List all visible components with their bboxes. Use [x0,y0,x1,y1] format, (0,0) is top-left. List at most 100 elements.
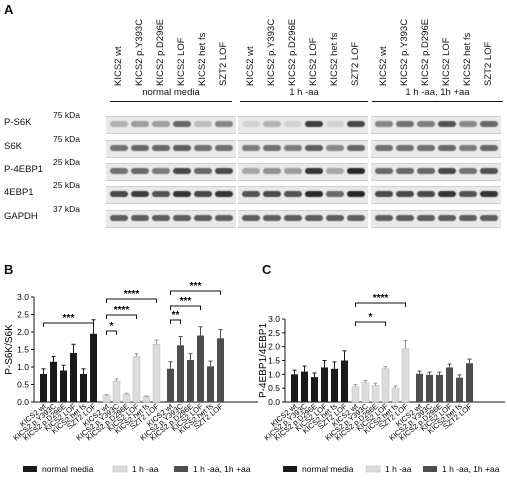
y-tick-label: 2.0 [268,342,280,352]
blot-band [215,121,233,127]
bar [40,374,47,402]
chart-p-4ebp1: 0.00.51.01.52.02.53.0P-4EBP1/4EBP1KICS2 … [258,293,505,474]
y-axis-label: P-4EBP1/4EBP1 [258,323,269,398]
blot-band [284,191,302,197]
significance-label: * [369,312,373,323]
bar [70,353,77,402]
blot-strip [106,210,236,228]
bar [60,370,67,402]
lane-label: KICS2 het fs [329,32,340,86]
bar [321,367,328,402]
y-tick-label: 0.5 [17,380,29,390]
blot-band [173,215,191,221]
blot-band [194,168,212,174]
bar [391,387,400,403]
kda-marker: 25 kDa [53,157,80,167]
legend-label: 1 h -aa, 1h +aa [193,464,251,474]
blot-band [131,191,149,197]
blot-band [375,215,393,221]
blot-band [152,168,170,174]
bar [152,344,161,403]
legend-swatch [365,465,381,473]
blot-band [459,215,477,221]
blot-band [194,145,212,151]
y-tick-label: 2.5 [17,310,29,320]
bar [381,368,390,403]
kda-marker: 75 kDa [53,134,80,144]
lane-label: KICS2 het fs [197,32,208,86]
blot-band [173,168,191,174]
condition-underline [372,101,503,102]
blot-row-label: S6K [4,141,22,152]
blot-band [438,191,456,197]
bar [90,333,97,402]
blot-band [110,121,128,127]
blot-strip [371,140,501,158]
significance-bracket [43,322,94,327]
bar [311,377,318,402]
blot-band [396,191,414,197]
legend-label: normal media [302,464,354,474]
y-axis-label: P-S6K/S6K [4,324,15,375]
blot-strip [106,163,236,181]
condition-label: normal media [142,87,200,98]
blot-band [131,215,149,221]
bar [112,380,121,403]
bar [416,373,423,402]
blot-band [194,215,212,221]
lane-label: KICS2 wt [378,46,389,86]
blot-band [326,121,344,127]
blot-band [110,168,128,174]
blot-band [173,121,191,127]
significance-bracket [170,319,181,324]
lane-label: SZT2 LOF [483,41,494,86]
legend-swatch [174,466,188,472]
significance-label: **** [124,289,140,300]
blot-band [375,121,393,127]
blot-band [215,168,233,174]
condition-label: 1 h -aa, 1h +aa [405,87,470,98]
blot-band [396,121,414,127]
significance-bracket [355,302,406,307]
significance-label: *** [63,313,75,324]
legend-swatch [283,466,297,472]
y-tick-label: 0.5 [268,383,280,393]
blot-band [242,145,260,151]
bar [301,371,308,402]
y-tick-label: 1.5 [17,345,29,355]
blot-band [284,168,302,174]
blot-band [263,145,281,151]
bar [426,374,433,402]
lane-label: KICS2 het fs [462,32,473,86]
blot-band [173,145,191,151]
y-tick-label: 2.5 [268,328,280,338]
blot-strip [371,210,501,228]
blot-band [263,215,281,221]
blot-band [417,145,435,151]
blot-band [263,121,281,127]
blot-band [375,191,393,197]
blot-band [326,145,344,151]
blot-strip [106,186,236,204]
bar [122,394,131,403]
kda-marker: 37 kDa [53,204,80,214]
blot-band [152,121,170,127]
blot-band [242,168,260,174]
blot-band [305,215,323,221]
y-tick-label: 3.0 [268,314,280,324]
y-tick-label: 3.0 [17,292,29,302]
blot-band [417,191,435,197]
blot-band [480,191,498,197]
y-tick-label: 0.0 [268,397,280,407]
blot-row-label: 4EBP1 [4,187,34,198]
panel-b-label: B [4,262,14,277]
blot-strip [371,163,501,181]
blot-band [194,191,212,197]
bar [177,345,184,402]
lane-label: KICS2 p.D296E [155,18,166,86]
lane-label: KICS2 wt [245,46,256,86]
blot-band [459,121,477,127]
panel-c-label: C [262,262,272,277]
blot-band [480,215,498,221]
